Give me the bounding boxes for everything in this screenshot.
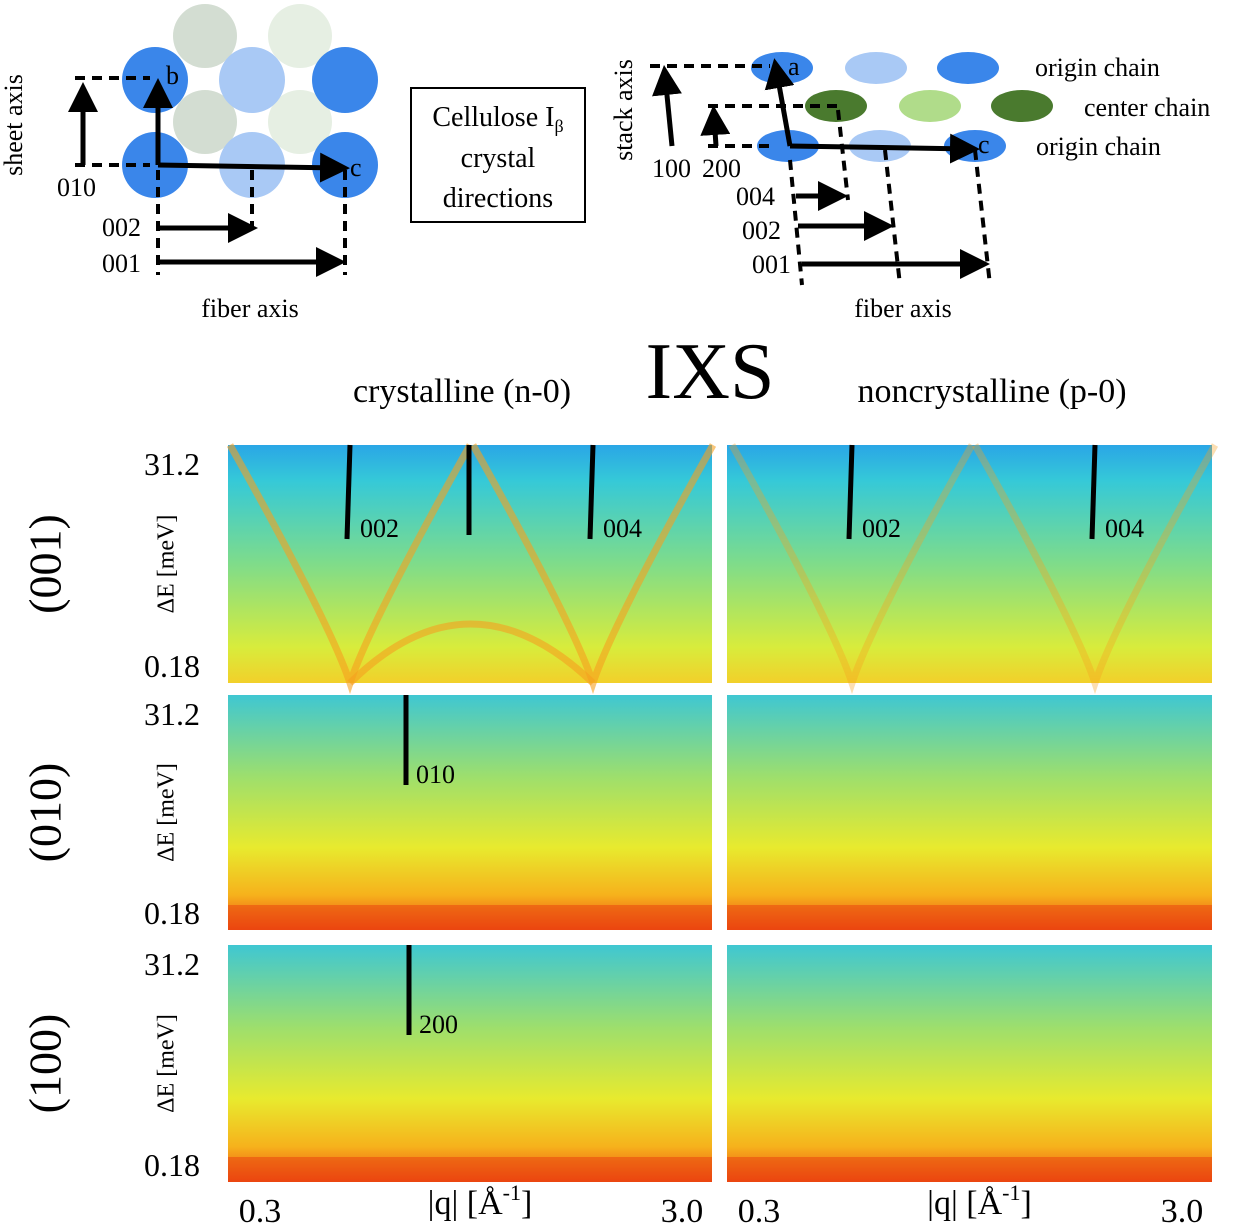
x-axis-label-end: ] (1021, 1185, 1032, 1222)
direction-label: 004 (736, 182, 775, 211)
annotation: 200 (419, 1010, 458, 1039)
row-label: (001) (20, 514, 71, 614)
dispersion (347, 620, 596, 686)
caption-line: crystal (461, 143, 536, 174)
row-label: (010) (20, 763, 71, 863)
caption-box: Cellulose Iβ crystal directions (410, 87, 586, 223)
annotation: 002 (862, 514, 901, 543)
row-label: (100) (20, 1014, 71, 1114)
x-axis-label: |q| [Å-1] (927, 1180, 1032, 1222)
y-tick-label: 0.18 (144, 648, 200, 684)
heatmap-hot (727, 905, 1212, 930)
caption-line: Cellulose Iβ (432, 102, 563, 136)
heatmap (727, 945, 1212, 1182)
atom-label: c (978, 130, 990, 159)
y-tick-label: 31.2 (144, 946, 200, 982)
direction-label: 200 (702, 154, 741, 183)
heatmap-hot (228, 905, 712, 930)
marker (846, 444, 855, 540)
x-axis-label-sup: -1 (503, 1180, 521, 1205)
x-axis-label: |q| [Å-1] (428, 1180, 533, 1222)
x-tick-label: 3.0 (661, 1193, 704, 1230)
caption-text: Cellulose I (432, 102, 554, 133)
stack-axis-label: stack axis (609, 59, 638, 161)
y-axis-label: ΔE [meV] (154, 763, 180, 862)
x-tick-label: 0.3 (239, 1193, 282, 1230)
marker (344, 444, 353, 540)
x-axis-label-sup: -1 (1002, 1180, 1020, 1205)
annotation: 002 (360, 514, 399, 543)
chain-label: center chain (1084, 93, 1210, 122)
direction-label: 001 (102, 249, 141, 278)
y-tick-label: 31.2 (144, 446, 200, 482)
column-header: crystalline (n-0) (353, 373, 571, 410)
annotation: 004 (1105, 514, 1144, 543)
dispersion (971, 443, 1219, 695)
y-axis-label: ΔE [meV] (154, 515, 180, 614)
panels: (001) ΔE [meV] 31.2 0.18 002 004 002 004 (010) ΔE… (20, 443, 1219, 1230)
heatmap (727, 445, 1212, 683)
heatmap (228, 695, 712, 930)
caption-line: directions (443, 183, 553, 214)
dispersion (728, 443, 976, 695)
x-axis-label-text: |q| [Å (927, 1185, 1002, 1222)
y-tick-label: 0.18 (144, 1147, 200, 1183)
marker (1089, 444, 1098, 540)
column-header: noncrystalline (p-0) (857, 373, 1126, 410)
heatmap-hot (228, 1157, 712, 1182)
title: IXS (646, 328, 775, 416)
marker (587, 444, 596, 540)
y-axis-label: ΔE [meV] (154, 1014, 180, 1113)
direction-label: 001 (752, 250, 791, 279)
atom-label: c (350, 153, 362, 182)
direction-label: 002 (102, 213, 141, 242)
x-axis-label-end: ] (521, 1185, 532, 1222)
heatmap (727, 695, 1212, 930)
atom-label: b (166, 61, 179, 90)
atom-label: a (788, 52, 800, 81)
direction-label: 002 (742, 216, 781, 245)
caption-subscript: β (554, 116, 563, 136)
annotation: 010 (416, 760, 455, 789)
x-tick-label: 0.3 (738, 1193, 781, 1230)
x-tick-label: 3.0 (1161, 1193, 1204, 1230)
sheet-axis-label: sheet axis (0, 74, 28, 176)
heatmap (228, 945, 712, 1182)
x-axis-label-text: |q| [Å (428, 1185, 503, 1222)
fiber-axis-label: fiber axis (854, 294, 951, 323)
left-diagram: sheet axis fiber axis b c 010 002 001 (0, 4, 378, 323)
chain-label: origin chain (1036, 132, 1161, 161)
y-tick-label: 0.18 (144, 895, 200, 931)
heatmap-hot (727, 1157, 1212, 1182)
annotation: 004 (603, 514, 642, 543)
chain-label: origin chain (1035, 53, 1160, 82)
fiber-axis-label: fiber axis (201, 294, 298, 323)
y-tick-label: 31.2 (144, 696, 200, 732)
right-diagram: stack axis fiber axis a c origin chain c… (609, 52, 1210, 323)
direction-label: 100 (652, 154, 691, 183)
direction-label: 010 (57, 173, 96, 202)
